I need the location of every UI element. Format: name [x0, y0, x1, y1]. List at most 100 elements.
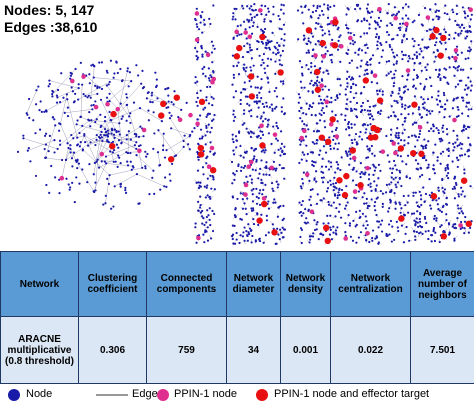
edge: [107, 80, 132, 102]
network-node: [252, 218, 255, 221]
network-node: [329, 5, 332, 9]
network-node: [233, 7, 236, 10]
network-node: [245, 66, 248, 69]
network-node: [170, 114, 173, 117]
network-node: [435, 217, 438, 220]
network-node: [420, 167, 423, 170]
network-node: [201, 10, 204, 14]
network-node: [424, 146, 427, 150]
network-node: [317, 22, 320, 25]
network-node: [381, 49, 385, 52]
network-node: [455, 97, 458, 100]
network-node: [361, 196, 364, 199]
network-node: [395, 62, 398, 65]
network-node: [434, 143, 437, 146]
network-node: [132, 166, 135, 169]
network-node: [250, 115, 253, 118]
network-node: [332, 147, 336, 150]
network-node: [173, 155, 176, 158]
network-node: [209, 150, 212, 153]
network-node: [62, 96, 65, 99]
network-node: [355, 183, 358, 187]
network-node: [329, 226, 332, 229]
network-node: [380, 55, 383, 58]
network-node: [119, 182, 123, 186]
ppin-node: [365, 231, 370, 236]
network-node: [401, 22, 405, 25]
network-node: [338, 93, 341, 96]
network-node: [94, 100, 97, 103]
edge: [98, 152, 127, 168]
network-node: [276, 186, 279, 189]
network-node: [448, 231, 451, 234]
network-node: [58, 192, 61, 195]
network-node: [439, 140, 442, 143]
network-node: [425, 113, 428, 116]
ppin-node: [243, 30, 248, 35]
network-node: [264, 46, 267, 49]
network-node: [437, 17, 440, 21]
network-node: [270, 181, 274, 185]
ppin-node: [453, 47, 459, 53]
network-node: [316, 6, 319, 10]
network-node: [446, 133, 449, 136]
network-node: [98, 61, 101, 64]
network-node: [376, 23, 380, 26]
network-node: [311, 54, 314, 58]
network-node: [92, 173, 95, 176]
network-node: [388, 45, 392, 49]
network-node: [155, 78, 158, 81]
effector-target-node: [233, 53, 241, 60]
network-node: [194, 81, 197, 84]
network-node: [211, 103, 214, 107]
network-node: [208, 17, 211, 20]
network-node: [360, 170, 363, 174]
network-node: [316, 76, 319, 79]
network-node: [255, 160, 258, 163]
network-node: [365, 43, 368, 46]
network-node: [256, 13, 259, 16]
network-node: [109, 150, 112, 153]
network-node: [257, 100, 260, 103]
network-node: [320, 25, 323, 29]
network-node: [379, 42, 382, 45]
network-node: [464, 84, 468, 87]
network-node: [350, 59, 354, 62]
network-node: [416, 210, 419, 213]
network-node: [273, 151, 276, 154]
network-node: [125, 134, 128, 137]
network-node: [153, 192, 156, 195]
network-node: [370, 71, 373, 75]
network-node: [206, 226, 209, 229]
network-node: [53, 118, 56, 121]
network-node: [393, 6, 396, 9]
network-node: [417, 43, 420, 47]
network-node: [128, 71, 131, 74]
network-node: [212, 44, 215, 47]
network-node: [243, 63, 246, 66]
column-header: Clustering coefficient: [78, 251, 147, 317]
network-node: [318, 153, 321, 156]
network-node: [326, 187, 330, 190]
network-node: [200, 44, 203, 48]
network-node: [117, 154, 120, 157]
network-node: [433, 239, 437, 243]
network-node: [152, 169, 155, 172]
network-node: [100, 136, 103, 139]
network-node: [235, 231, 238, 235]
network-node: [110, 207, 113, 210]
network-node: [60, 72, 63, 75]
network-node: [241, 123, 244, 126]
network-node: [201, 222, 204, 225]
edge: [171, 128, 191, 136]
network-node: [313, 65, 317, 68]
network-node: [368, 109, 372, 112]
network-node: [100, 130, 103, 134]
network-node: [434, 55, 437, 58]
effector-target-node: [158, 112, 165, 119]
network-node: [460, 29, 463, 32]
network-node: [316, 193, 319, 196]
network-node: [299, 185, 302, 188]
network-node: [469, 185, 472, 188]
